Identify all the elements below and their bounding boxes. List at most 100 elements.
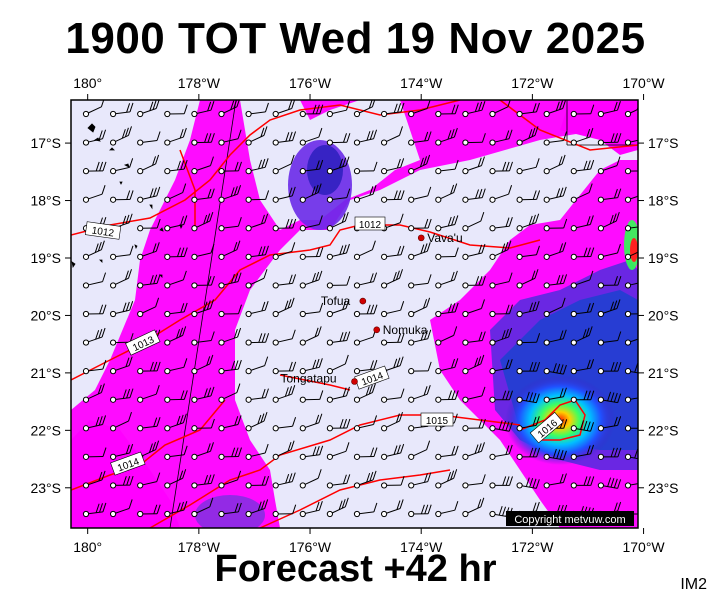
wind-barb — [381, 190, 405, 203]
places: Vava'u Tofua Nomuka Tongatapu — [281, 231, 463, 386]
wind-barb — [462, 133, 486, 146]
wind-barb — [164, 215, 188, 232]
wind-barb — [381, 245, 405, 260]
wind-barb — [326, 101, 350, 118]
wind-barb — [570, 302, 595, 318]
wind-barb — [489, 444, 513, 460]
wind-barb — [245, 301, 269, 318]
wind-barb — [82, 240, 105, 260]
wind-barb — [326, 474, 351, 489]
wind-barb — [191, 156, 214, 175]
wind-barb — [408, 100, 431, 118]
wind-barb — [543, 242, 567, 260]
place-label: Vava'u — [427, 231, 462, 245]
wind-barb — [299, 159, 324, 175]
wind-barb — [164, 413, 187, 432]
wind-barb — [624, 338, 638, 346]
wind-barb — [110, 269, 132, 289]
wind-barb — [570, 420, 595, 432]
wind-barb — [353, 304, 378, 318]
isobar-line — [71, 224, 541, 381]
wind-barb — [408, 274, 432, 289]
wind-barb — [381, 301, 405, 318]
wind-barb — [381, 269, 403, 289]
wind-barb — [408, 131, 432, 146]
wind-barb — [489, 217, 513, 232]
wind-barb — [381, 475, 405, 489]
wind-barb — [381, 499, 404, 518]
wind-barb — [272, 417, 297, 432]
wind-barb — [326, 133, 351, 146]
wind-barb — [353, 161, 378, 175]
wind-barb — [435, 501, 459, 518]
wind-barb — [353, 129, 378, 146]
wind-barb — [408, 186, 432, 203]
wind-barb — [353, 359, 378, 375]
wind-barb — [624, 363, 638, 375]
wind-barb — [299, 104, 324, 118]
wind-barb — [381, 102, 405, 118]
wind-barb — [245, 333, 270, 346]
wind-barb — [624, 281, 638, 289]
wind-barb — [272, 218, 297, 232]
wind-barb — [381, 158, 405, 175]
lon-tick-label: 180° — [73, 75, 102, 91]
wind-barb — [435, 159, 459, 175]
wind-barb — [191, 418, 215, 432]
wind-barb — [191, 275, 215, 289]
wind-barb — [82, 359, 107, 375]
wind-barb — [82, 327, 106, 346]
wind-barb — [82, 304, 107, 318]
place-label: Nomuka — [383, 323, 428, 337]
wind-barb — [353, 240, 376, 260]
wind-barb — [272, 472, 296, 489]
wind-barb — [110, 443, 134, 460]
wind-barb — [435, 183, 458, 203]
wind-barb — [516, 126, 539, 146]
wind-barb — [326, 188, 351, 203]
wind-barb — [218, 470, 242, 489]
axis-ticks: 180° 180° 178°W 178°W 176°W 176°W 174°W 174°W 17… — [30, 75, 678, 555]
lon-tick-label: 172°W — [511, 75, 554, 91]
wind-barb — [570, 215, 594, 232]
wind-barb — [164, 501, 188, 518]
wind-barb — [543, 473, 567, 489]
wind-barb — [110, 499, 133, 518]
wind-barb — [272, 297, 295, 318]
wind-barb — [597, 447, 622, 460]
wind-barb — [245, 269, 268, 289]
wind-barb — [408, 242, 431, 260]
wind-barb — [326, 299, 350, 318]
wind-barb — [516, 190, 541, 203]
wind-barb — [164, 358, 188, 375]
wind-barb — [597, 156, 621, 175]
isobar-line — [149, 414, 521, 528]
wind-barb — [570, 127, 594, 146]
wind-barb — [326, 331, 351, 346]
lon-tick-label: 176°W — [289, 539, 332, 555]
wind-barb — [408, 329, 432, 346]
wind-barb — [597, 101, 621, 118]
wind-barb — [462, 442, 485, 460]
wind-barb — [570, 159, 595, 175]
wind-barb — [218, 100, 240, 118]
wind-barb — [516, 213, 540, 232]
wind-barb — [462, 211, 485, 232]
wind-barb — [597, 188, 622, 203]
wind-barb — [218, 304, 242, 318]
wind-barb — [218, 502, 242, 518]
wind-barb — [435, 302, 459, 318]
wind-barb — [191, 133, 215, 146]
wind-barb — [110, 158, 134, 175]
wind-barb — [137, 504, 161, 518]
wind-barb — [597, 275, 622, 289]
lat-tick-label: 17°S — [30, 135, 61, 151]
wind-barb — [110, 301, 134, 318]
wind-barb — [462, 331, 486, 346]
wind-barb — [543, 363, 567, 375]
forecast-label: Forecast +42 hr — [214, 548, 497, 590]
lon-tick-label: 180° — [73, 539, 102, 555]
lat-tick-label: 19°S — [648, 250, 679, 266]
lat-tick-label: 18°S — [648, 193, 679, 209]
